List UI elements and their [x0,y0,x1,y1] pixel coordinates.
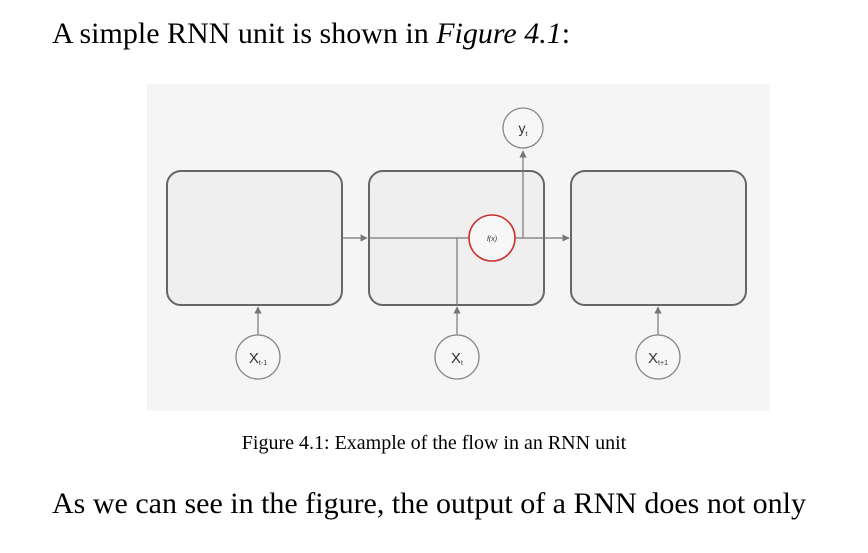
intro-colon: : [561,17,571,50]
input-next-symbol: X [648,350,658,367]
output-node-yt [502,107,544,149]
input-next-subscript: t+1 [658,360,668,367]
figure-reference: Figure 4.1 [436,17,562,50]
input-node-current [434,334,480,380]
output-node-label: yt [519,120,528,138]
activation-function-node [468,214,516,262]
input-previous-symbol: X [249,350,259,367]
input-node-next-label: Xt+1 [648,350,668,367]
input-node-previous-label: Xt-1 [249,350,267,367]
input-current-subscript: t [461,360,463,367]
input-current-symbol: X [451,350,461,367]
input-previous-subscript: t-1 [259,360,267,367]
rnn-diagram: f(x) yt Xt-1 Xt Xt+1 [147,84,770,411]
figure-caption: Figure 4.1: Example of the flow in an RN… [241,432,627,454]
input-node-next [635,334,681,380]
rnn-cell-next [570,170,747,306]
body-paragraph: As we can see in the figure, the output … [52,487,806,520]
input-node-previous [235,334,281,380]
intro-sentence: A simple RNN unit is shown in Figure 4.1… [52,14,570,54]
intro-text: A simple RNN unit is shown in [52,17,437,50]
rnn-diagram-svg: f(x) yt Xt-1 Xt Xt+1 [147,84,770,411]
input-node-current-label: Xt [451,350,463,367]
rnn-cell-previous [166,170,343,306]
output-subscript: t [526,131,528,138]
activation-function-label: f(x) [487,236,497,243]
output-symbol: y [519,120,526,136]
